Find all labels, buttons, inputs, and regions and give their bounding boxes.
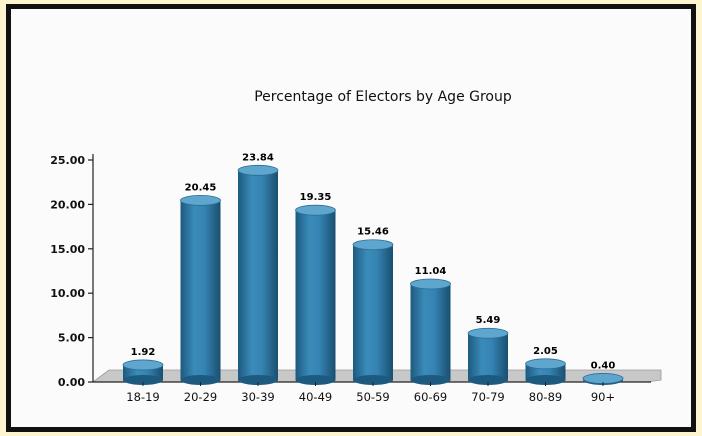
bar-chart: Percentage of Electors by Age Group 0.00… (50, 89, 662, 404)
bar-body (410, 283, 451, 380)
data-label: 19.35 (300, 192, 332, 203)
x-tick-label: 18-19 (126, 390, 159, 404)
bar-bottom-cap (295, 375, 336, 385)
bar-body (295, 210, 336, 380)
data-label: 20.45 (185, 182, 217, 193)
bar-top-cap (525, 358, 566, 370)
bar-top-cap (295, 204, 336, 216)
bar-top-cap (582, 373, 624, 384)
data-label: 5.49 (476, 315, 501, 326)
y-tick-label: 0.00 (58, 376, 85, 389)
x-tick-label: 90+ (591, 390, 615, 404)
bar-top-cap (352, 239, 394, 251)
bar-bottom-cap (468, 375, 508, 385)
y-tick-label: 15.00 (50, 243, 85, 256)
bar-bottom-cap (180, 375, 221, 385)
bar-body (238, 170, 278, 380)
bar-top-cap (122, 359, 164, 371)
bar-bottom-cap (353, 375, 393, 385)
y-tick-label: 20.00 (50, 198, 85, 211)
x-tick-label: 20-29 (184, 390, 217, 404)
bar-bottom-cap (238, 375, 278, 385)
data-label: 1.92 (131, 347, 156, 358)
x-tick-label: 50-59 (356, 390, 389, 404)
bar-bottom-cap (525, 375, 566, 385)
bar-top-cap (180, 195, 221, 206)
data-label: 23.84 (242, 152, 274, 163)
x-tick-label: 80-89 (529, 390, 562, 404)
y-tick-label: 5.00 (58, 332, 85, 345)
y-tick-label: 25.00 (50, 154, 85, 167)
bar-bottom-cap (123, 375, 163, 385)
y-tick-label: 10.00 (50, 287, 85, 300)
bar-body (468, 333, 508, 380)
bar-body (180, 200, 221, 380)
data-label: 0.40 (591, 360, 616, 371)
bar-body (353, 244, 393, 380)
x-tick-label: 60-69 (414, 390, 447, 404)
chart-title: Percentage of Electors by Age Group (254, 89, 512, 105)
bar-top-cap (467, 327, 509, 339)
data-label: 2.05 (533, 346, 558, 357)
bar-bottom-cap (410, 375, 451, 385)
x-tick-label: 30-39 (241, 390, 274, 404)
x-tick-label: 40-49 (299, 390, 332, 404)
chart-frame: Percentage of Electors by Age Group 0.00… (6, 4, 696, 432)
x-tick-label: 70-79 (471, 390, 504, 404)
bar-top-cap (237, 164, 279, 176)
data-label: 15.46 (357, 227, 389, 238)
bar-top-cap (410, 278, 451, 290)
data-label: 11.04 (415, 266, 447, 277)
